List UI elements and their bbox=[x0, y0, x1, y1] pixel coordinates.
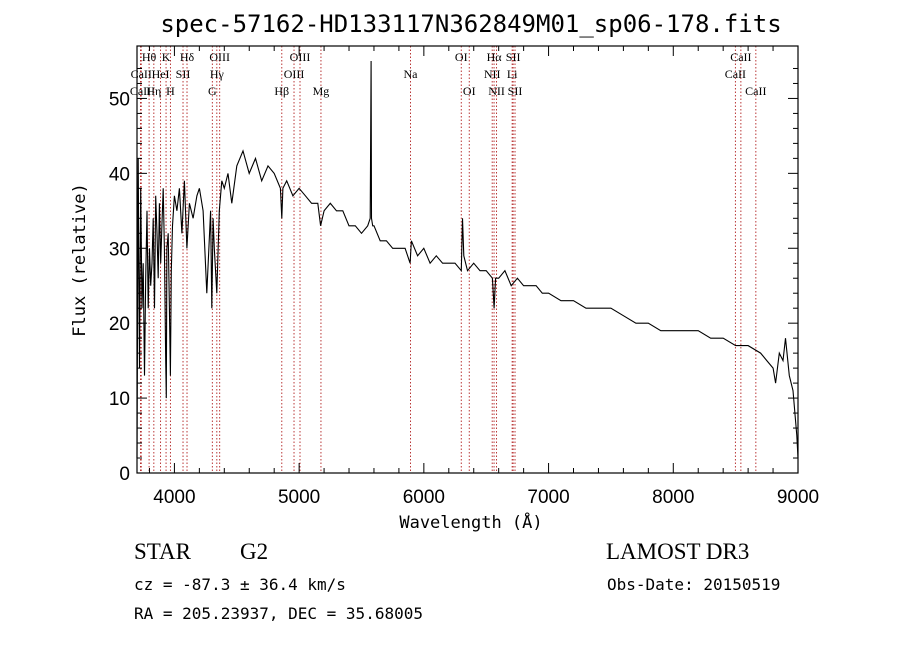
x-tick-label: 9000 bbox=[777, 487, 819, 508]
x-tick-label: 7000 bbox=[527, 487, 569, 508]
line-label: SII bbox=[176, 67, 191, 81]
y-tick-label: 10 bbox=[109, 389, 130, 410]
line-label: CaII bbox=[131, 67, 152, 81]
plot-frame bbox=[136, 45, 799, 474]
line-label: SII bbox=[506, 50, 521, 64]
y-tick-label: 30 bbox=[109, 239, 130, 260]
spectrum-line bbox=[136, 60, 799, 459]
line-label: K bbox=[162, 50, 171, 64]
x-tick-label: 5000 bbox=[278, 487, 320, 508]
line-label: OI bbox=[455, 50, 468, 64]
y-tick-label: 50 bbox=[109, 89, 130, 110]
x-axis-ticks: 4000 5000 6000 7000 8000 9000 bbox=[148, 46, 819, 508]
x-tick-label: 8000 bbox=[652, 487, 694, 508]
object-subclass: G2 bbox=[240, 539, 269, 564]
line-label: Li bbox=[507, 67, 518, 81]
observation-date: Obs-Date: 20150519 bbox=[607, 575, 781, 594]
object-class: STAR bbox=[134, 539, 191, 564]
y-tick-label: 0 bbox=[119, 464, 130, 485]
y-tick-label: 40 bbox=[109, 164, 130, 185]
redshift-velocity: cz = -87.3 ± 36.4 km/s bbox=[134, 575, 346, 594]
line-label: Hδ bbox=[180, 50, 195, 64]
y-axis-ticks: 0 10 20 30 40 50 bbox=[109, 67, 798, 485]
x-axis-label: Wavelength (Å) bbox=[399, 511, 542, 533]
line-label: CaII bbox=[730, 50, 751, 64]
line-label: HeI bbox=[152, 67, 170, 81]
line-label: NII bbox=[488, 84, 505, 98]
line-label: H bbox=[166, 84, 175, 98]
line-label: Na bbox=[404, 67, 419, 81]
chart-title: spec-57162-HD133117N362849M01_sp06-178.f… bbox=[160, 10, 781, 38]
line-label: Mg bbox=[313, 84, 330, 98]
line-label: OI bbox=[463, 84, 476, 98]
line-label: G bbox=[208, 84, 217, 98]
y-axis-label: Flux (relative) bbox=[70, 183, 90, 337]
line-label: Hα bbox=[487, 50, 503, 64]
line-label: OIII bbox=[209, 50, 230, 64]
line-label: OIII bbox=[290, 50, 311, 64]
coordinates: RA = 205.23937, DEC = 35.68005 bbox=[134, 604, 423, 623]
spectral-line-markers bbox=[140, 46, 757, 473]
line-label: CaII bbox=[725, 67, 746, 81]
x-tick-label: 4000 bbox=[153, 487, 195, 508]
line-label: NII bbox=[484, 67, 501, 81]
line-label: Hη bbox=[146, 84, 161, 98]
line-label: Hγ bbox=[210, 67, 225, 81]
line-label: Hθ bbox=[142, 50, 157, 64]
line-label: CaII bbox=[130, 84, 151, 98]
line-label: Hβ bbox=[274, 84, 289, 98]
y-tick-label: 20 bbox=[109, 314, 130, 335]
line-label: CaII bbox=[745, 84, 766, 98]
x-tick-label: 6000 bbox=[403, 487, 445, 508]
line-label: OIII bbox=[284, 67, 305, 81]
line-label: SII bbox=[508, 84, 523, 98]
survey-name: LAMOST DR3 bbox=[606, 539, 750, 564]
